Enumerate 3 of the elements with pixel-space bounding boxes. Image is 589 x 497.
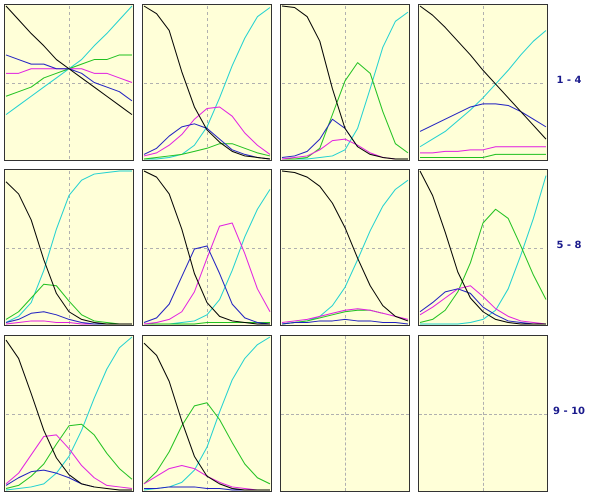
text: 9 - 10 [552,406,586,416]
text: 1 - 4 [555,74,583,86]
text: 5 - 8 [555,240,583,250]
